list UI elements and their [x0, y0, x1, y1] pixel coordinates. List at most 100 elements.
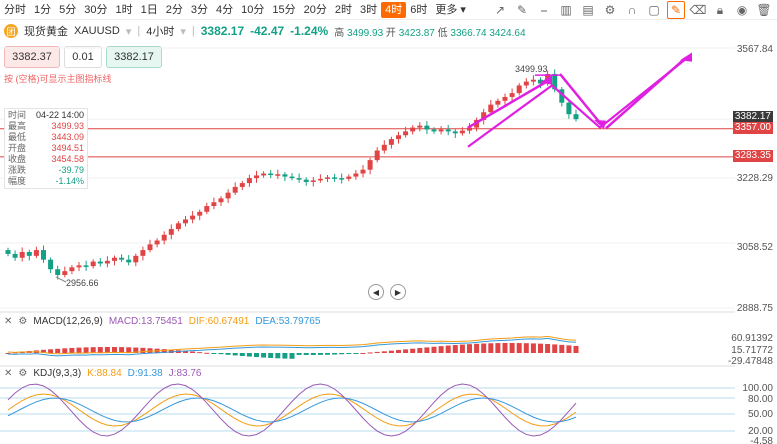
candle-body	[197, 211, 203, 216]
lock-icon[interactable]: 🔒︎	[716, 2, 724, 17]
macd-bar	[41, 349, 46, 353]
macd-bar	[147, 348, 153, 353]
magnet-icon[interactable]: ∩	[627, 3, 637, 17]
candle-body	[112, 257, 117, 261]
macd-bar	[360, 352, 366, 354]
axis-label: 2888.75	[736, 303, 773, 314]
settings-icon[interactable]: ⚙	[18, 368, 28, 379]
candle-body	[104, 260, 110, 264]
timeframe-9[interactable]: 10分	[241, 3, 265, 16]
timeframe-12[interactable]: 2时	[334, 3, 352, 16]
candle-body	[282, 174, 288, 177]
timeframe-8[interactable]: 4分	[216, 3, 234, 16]
candle-body	[33, 250, 39, 256]
timeframe-5[interactable]: 1日	[140, 3, 158, 16]
info-row: 涨跌 -39.79	[8, 165, 84, 176]
dif-value: DIF:60.67491	[188, 316, 250, 327]
candle-body	[353, 173, 359, 177]
candle-body	[19, 252, 25, 258]
axis-label: 3382.17	[732, 111, 773, 123]
layers-icon[interactable]: ▤	[582, 3, 594, 17]
macd-bar	[566, 345, 572, 353]
macd-bar	[332, 353, 338, 355]
macd-bar	[183, 350, 188, 353]
candle-body	[5, 250, 11, 254]
macd-bar	[339, 353, 345, 355]
scroll-right-button[interactable]: ▶	[390, 284, 406, 300]
scroll-left-button[interactable]: ◀	[368, 284, 384, 300]
candle-body	[168, 229, 174, 235]
timeframe-13[interactable]: 3时	[360, 3, 378, 16]
macd-bar	[559, 344, 565, 353]
buy-button[interactable]: 3382.17	[106, 46, 162, 68]
timeframe-10[interactable]: 15分	[272, 3, 296, 16]
horizontal-line-icon[interactable]: ⎯	[540, 2, 547, 17]
candle-body	[119, 257, 125, 260]
gear-icon[interactable]: ⚙	[604, 3, 616, 17]
candle-body	[346, 176, 352, 179]
candle-body	[289, 176, 295, 179]
price-chart[interactable]: 3499.93 2956.66	[0, 40, 777, 444]
candle-body	[41, 250, 46, 260]
axis-label: 3228.29	[736, 173, 773, 184]
info-key: 最低	[8, 132, 27, 142]
timeframe-2[interactable]: 5分	[59, 3, 77, 16]
macd-bar	[296, 353, 302, 355]
trash-icon[interactable]: 🗑︎	[756, 3, 772, 17]
close-icon[interactable]: ✕	[4, 316, 13, 327]
sell-button[interactable]: 3382.37	[4, 46, 60, 68]
macd-bar	[552, 344, 558, 353]
kdj-header: ✕ ⚙ KDJ(9,3,3) K:88.84 D:91.38 J:83.76	[4, 368, 201, 379]
bars-icon[interactable]: ▥	[560, 3, 572, 17]
info-value: -39.79	[58, 165, 84, 175]
info-key: 幅度	[8, 176, 27, 186]
edit-icon[interactable]: ✎	[667, 1, 685, 19]
timeframe-0[interactable]: 分时	[4, 3, 26, 16]
settings-icon[interactable]: ⚙	[18, 316, 28, 327]
pencil-icon[interactable]: ✎	[516, 3, 528, 17]
macd-bar	[211, 353, 217, 354]
timeframe-1[interactable]: 1分	[34, 3, 52, 16]
timeframe-6[interactable]: 2分	[165, 3, 183, 16]
candle-body	[445, 129, 451, 132]
macd-bar	[388, 350, 394, 353]
candle-body	[424, 125, 430, 130]
macd-bar	[254, 353, 259, 358]
info-value: 3454.58	[51, 154, 84, 164]
candle-body	[26, 252, 32, 256]
j-line	[7, 383, 577, 437]
candle-body	[190, 215, 196, 220]
candle-body	[76, 265, 82, 268]
candle-body	[218, 198, 224, 203]
candle-body	[325, 177, 330, 179]
macd-bar	[530, 343, 536, 353]
square-icon[interactable]: ▢	[648, 3, 660, 17]
candle-body	[388, 139, 394, 145]
macd-bar	[69, 347, 75, 353]
lot-size-input[interactable]: 0.01	[64, 46, 102, 68]
symbol-code[interactable]: XAUUSD	[74, 25, 120, 37]
timeframe-3[interactable]: 30分	[84, 3, 108, 16]
timeframe-7[interactable]: 3分	[190, 3, 208, 16]
timeframe-4[interactable]: 1时	[115, 3, 133, 16]
macd-bar	[62, 348, 68, 353]
candle-body	[360, 169, 366, 174]
timeframe-14[interactable]: 4时	[381, 1, 407, 18]
candle-body	[97, 261, 103, 264]
trend-line-icon[interactable]: ↗	[494, 3, 506, 17]
info-value: -1.14%	[55, 176, 84, 186]
interval-selector[interactable]: 4小时	[146, 26, 175, 38]
dropdown-icon[interactable]: ▾	[125, 25, 132, 38]
close-icon[interactable]: ✕	[4, 368, 13, 379]
timeframe-16[interactable]: 更多 ▾	[435, 3, 466, 16]
timeframe-11[interactable]: 20分	[303, 3, 327, 16]
macd-bar	[275, 353, 281, 359]
symbol-name[interactable]: 现货黄金	[24, 26, 68, 38]
axis-label: 3567.84	[736, 44, 773, 55]
axis-label: 3283.35	[732, 150, 773, 162]
eye-icon[interactable]: ◉	[736, 3, 748, 17]
timeframe-15[interactable]: 6时	[410, 3, 428, 16]
eraser-icon[interactable]: ⌫	[689, 3, 707, 17]
info-row: 最高 3499.93	[8, 121, 84, 132]
dropdown-icon[interactable]: ▾	[180, 25, 186, 38]
